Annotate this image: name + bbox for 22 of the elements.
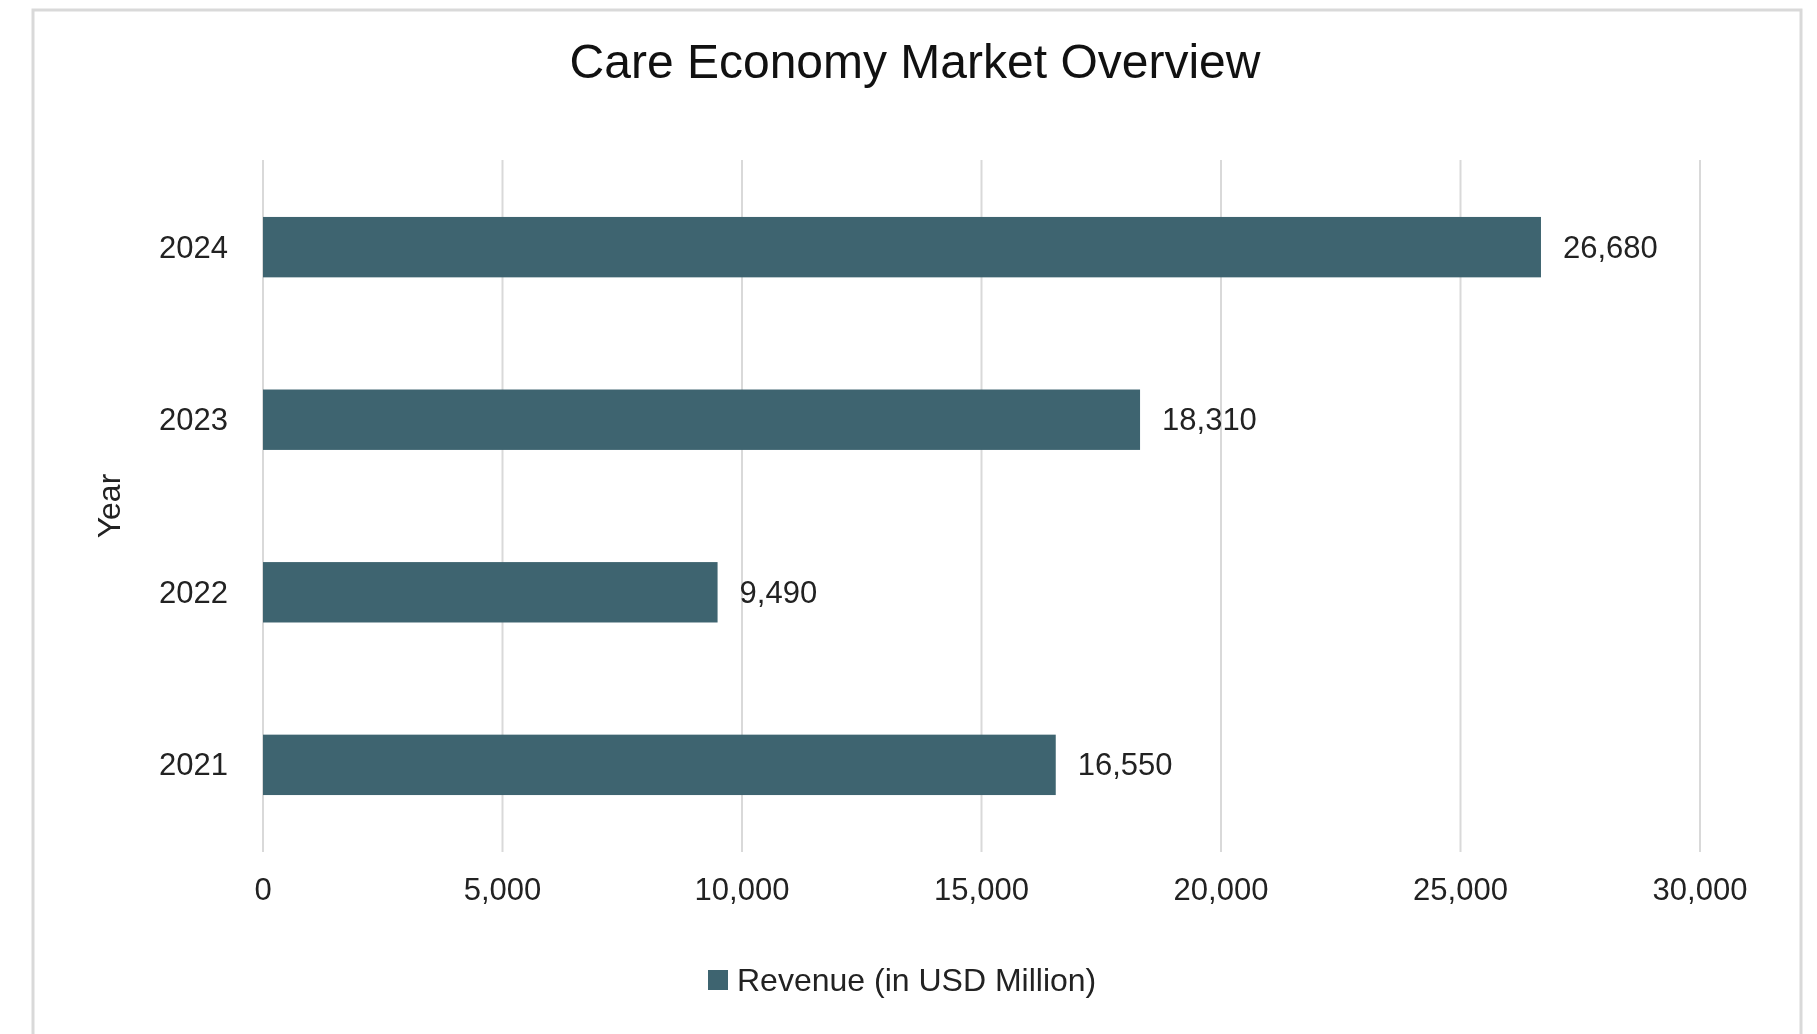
data-label: 16,550	[1077, 747, 1173, 783]
legend-label: Revenue (in USD Million)	[737, 962, 1097, 998]
y-tick-label: 2023	[159, 402, 228, 438]
x-tick-label: 25,000	[1413, 872, 1508, 907]
x-tick-label: 30,000	[1652, 872, 1748, 907]
y-tick-label: 2021	[159, 747, 228, 783]
y-axis-title: Year	[91, 473, 127, 539]
bar	[263, 389, 1141, 450]
data-label: 18,310	[1162, 402, 1257, 438]
bar	[263, 216, 1541, 278]
data-label: 26,680	[1562, 229, 1658, 265]
y-tick-label: 2022	[159, 574, 228, 610]
chart-title: Care Economy Market Overview	[569, 35, 1261, 88]
x-tick-label: 15,000	[934, 872, 1029, 907]
bar	[263, 562, 718, 623]
x-tick-label: 5,000	[463, 872, 542, 907]
x-tick-label: 20,000	[1173, 872, 1269, 907]
data-label: 9,490	[739, 574, 818, 610]
x-tick-label: 0	[254, 872, 272, 907]
x-tick-label: 10,000	[694, 872, 790, 907]
y-tick-label: 2024	[159, 229, 228, 265]
bar	[263, 734, 1056, 796]
